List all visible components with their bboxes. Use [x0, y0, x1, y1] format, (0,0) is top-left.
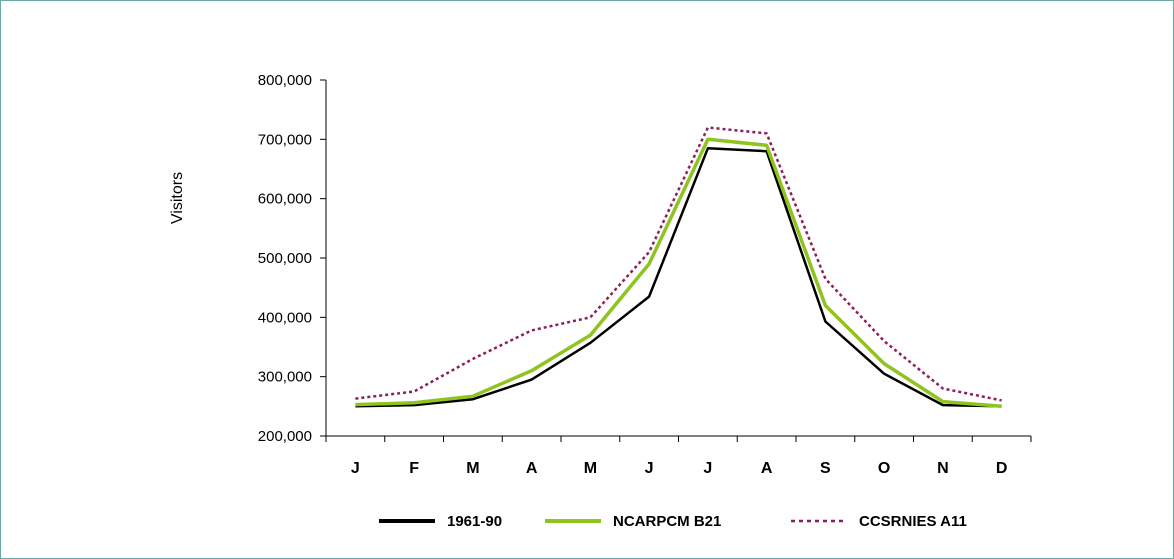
- x-tick-label: A: [761, 460, 773, 477]
- y-tick-label: 200,000: [258, 428, 312, 445]
- x-tick-label: J: [351, 460, 360, 477]
- x-tick-label: F: [409, 460, 419, 477]
- x-tick-label: J: [703, 460, 712, 477]
- y-tick-label: 800,000: [258, 72, 312, 89]
- x-tick-label: N: [937, 460, 949, 477]
- legend-label-2: NCARPCM B21: [613, 513, 721, 530]
- y-tick-group: 200,000 300,000 400,000 500,000 600,000 700,0…: [258, 72, 326, 445]
- x-tick-label: J: [645, 460, 654, 477]
- series-group: [355, 126, 1002, 409]
- series-line-3: [355, 126, 1002, 402]
- x-tick-label: M: [584, 460, 597, 477]
- x-tick-label: D: [996, 460, 1008, 477]
- series-line-2: [355, 137, 1002, 409]
- y-tick-label: 500,000: [258, 250, 312, 267]
- x-tick-label: S: [820, 460, 831, 477]
- y-tick-label: 600,000: [258, 191, 312, 208]
- legend-label-1: 1961-90: [447, 513, 502, 530]
- y-tick-label: 700,000: [258, 131, 312, 148]
- y-tick-label: 300,000: [258, 369, 312, 386]
- series-line-1: [355, 146, 1002, 408]
- y-tick-label: 400,000: [258, 309, 312, 326]
- x-tick-label: M: [466, 460, 479, 477]
- x-tick-label: A: [526, 460, 538, 477]
- legend-label-3: CCSRNIES A11: [859, 513, 967, 530]
- y-axis-title: Visitors: [169, 172, 186, 224]
- x-tick-label: O: [878, 460, 890, 477]
- legend: 1961-90 NCARPCM B21 CCSRNIES A11: [379, 513, 967, 530]
